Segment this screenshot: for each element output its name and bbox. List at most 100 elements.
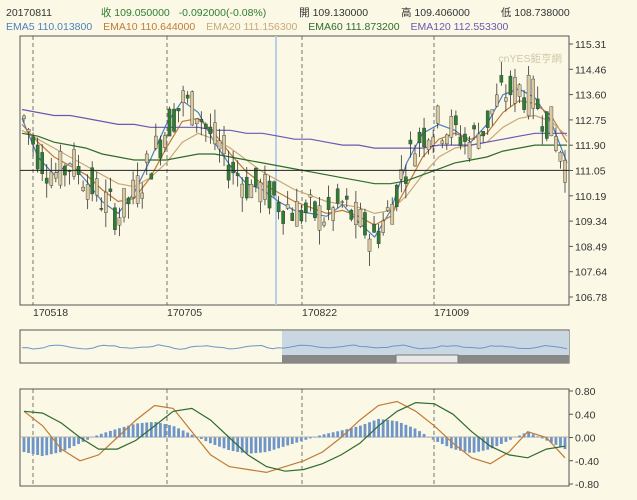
macd-bar	[259, 437, 262, 453]
macd-bar	[322, 434, 326, 438]
legend-ema10: EMA10 110.644000	[103, 21, 196, 33]
candle-body	[304, 202, 308, 214]
macd-bar	[27, 437, 30, 454]
macd-bar	[63, 437, 67, 451]
candle-body	[72, 149, 76, 177]
candle-body	[385, 207, 390, 211]
macd-y-tick-label: 0.00	[575, 433, 596, 445]
macd-bar	[449, 437, 453, 449]
macd-bar	[299, 437, 303, 442]
candle-body	[181, 90, 185, 103]
candle-body	[444, 134, 449, 145]
quote-change: -0.092000(-0.08%)	[178, 7, 267, 19]
candle-body	[267, 180, 272, 209]
ema-line-ema120	[21, 108, 567, 149]
macd-bar	[154, 422, 158, 438]
price-x-tick-label: 170705	[167, 307, 202, 319]
macd-bar	[422, 433, 426, 438]
macd-bar	[540, 437, 544, 439]
macd-bar	[108, 430, 112, 438]
candle-body	[349, 209, 354, 220]
navigator-selection[interactable]	[282, 331, 569, 355]
macd-bar	[36, 437, 40, 456]
macd-line1	[23, 400, 566, 474]
candle-body	[222, 135, 226, 155]
macd-bar	[168, 425, 171, 438]
macd-bar	[204, 437, 208, 442]
candlesticks	[22, 61, 567, 266]
candle-body	[431, 136, 435, 146]
candle-body	[413, 153, 417, 167]
candle-body	[167, 108, 172, 137]
macd-bar	[295, 437, 299, 443]
candle-body	[22, 115, 26, 120]
macd-bar	[504, 437, 508, 442]
macd-bar	[218, 437, 221, 447]
macd-bar	[472, 437, 476, 453]
macd-bar	[490, 437, 494, 449]
candle-body	[440, 140, 445, 144]
price-x-tick-label: 171009	[434, 307, 469, 319]
candle-body	[404, 176, 408, 184]
price-y-tick-label: 108.49	[575, 241, 607, 253]
candle-body	[149, 173, 154, 180]
candle-body	[172, 108, 176, 132]
macd-bar	[349, 427, 353, 438]
candle-body	[317, 205, 322, 231]
candle-body	[363, 212, 367, 236]
price-y-tick-label: 110.19	[575, 191, 606, 203]
ema-line-ema20	[21, 114, 568, 215]
legend-ema20: EMA20 111.156300	[206, 21, 298, 33]
macd-bar	[386, 420, 390, 438]
price-x-tick-label: 170518	[33, 307, 68, 319]
macd-bar	[327, 433, 330, 438]
macd-bar	[231, 437, 235, 452]
candle-body	[554, 136, 558, 151]
quote-high: 高 109.406000	[401, 7, 470, 19]
candle-body	[49, 171, 54, 186]
candle-body	[472, 125, 476, 130]
candle-body	[485, 110, 490, 128]
macd-bar	[418, 431, 421, 438]
candle-body	[235, 173, 240, 177]
macd-bar	[268, 437, 271, 452]
price-panel[interactable]: cnYES鉅亨網 115.31114.46113.60112.75111.901…	[19, 35, 607, 319]
candle-body	[285, 204, 290, 209]
macd-bar	[149, 422, 153, 438]
navigator-scroll-thumb[interactable]	[395, 354, 459, 364]
macd-bar	[222, 437, 226, 449]
macd-bar	[545, 437, 549, 441]
macd-bar	[318, 435, 321, 438]
candle-body	[463, 133, 467, 142]
macd-y-tick-label: 0.40	[575, 409, 596, 421]
candle-body	[372, 223, 376, 233]
range-navigator[interactable]	[19, 329, 570, 364]
macd-bar	[336, 431, 340, 438]
macd-bar	[340, 430, 344, 438]
price-y-tick-label: 115.31	[575, 39, 606, 51]
macd-bar	[290, 437, 294, 445]
candle-body	[563, 160, 567, 183]
macd-bar	[199, 437, 203, 439]
macd-panel[interactable]: 0.80 0.40 0.00 -0.40 -0.80	[19, 386, 599, 491]
candle-body	[490, 109, 495, 115]
macd-bar	[559, 437, 562, 448]
macd-bar	[190, 434, 194, 438]
macd-bar	[118, 428, 121, 438]
candle-body	[126, 197, 131, 205]
macd-bar	[31, 437, 35, 455]
candle-body	[81, 186, 85, 191]
candle-body	[176, 108, 181, 112]
macd-bar	[127, 425, 130, 438]
ema-lines	[21, 88, 568, 239]
price-y-axis: 115.31 114.46 113.60 112.75 111.90 111.05 110.…	[569, 39, 607, 304]
quote-header: 20170811 收 109.050000 -0.092000(-0.08%) …	[6, 5, 570, 20]
macd-bar	[240, 437, 244, 453]
macd-bar	[331, 432, 335, 438]
candle-body	[513, 77, 517, 104]
macd-bar	[304, 437, 308, 440]
candle-body	[495, 94, 499, 107]
candle-body	[190, 91, 195, 126]
price-y-tick-label: 106.78	[575, 292, 607, 304]
candle-body	[58, 151, 63, 186]
